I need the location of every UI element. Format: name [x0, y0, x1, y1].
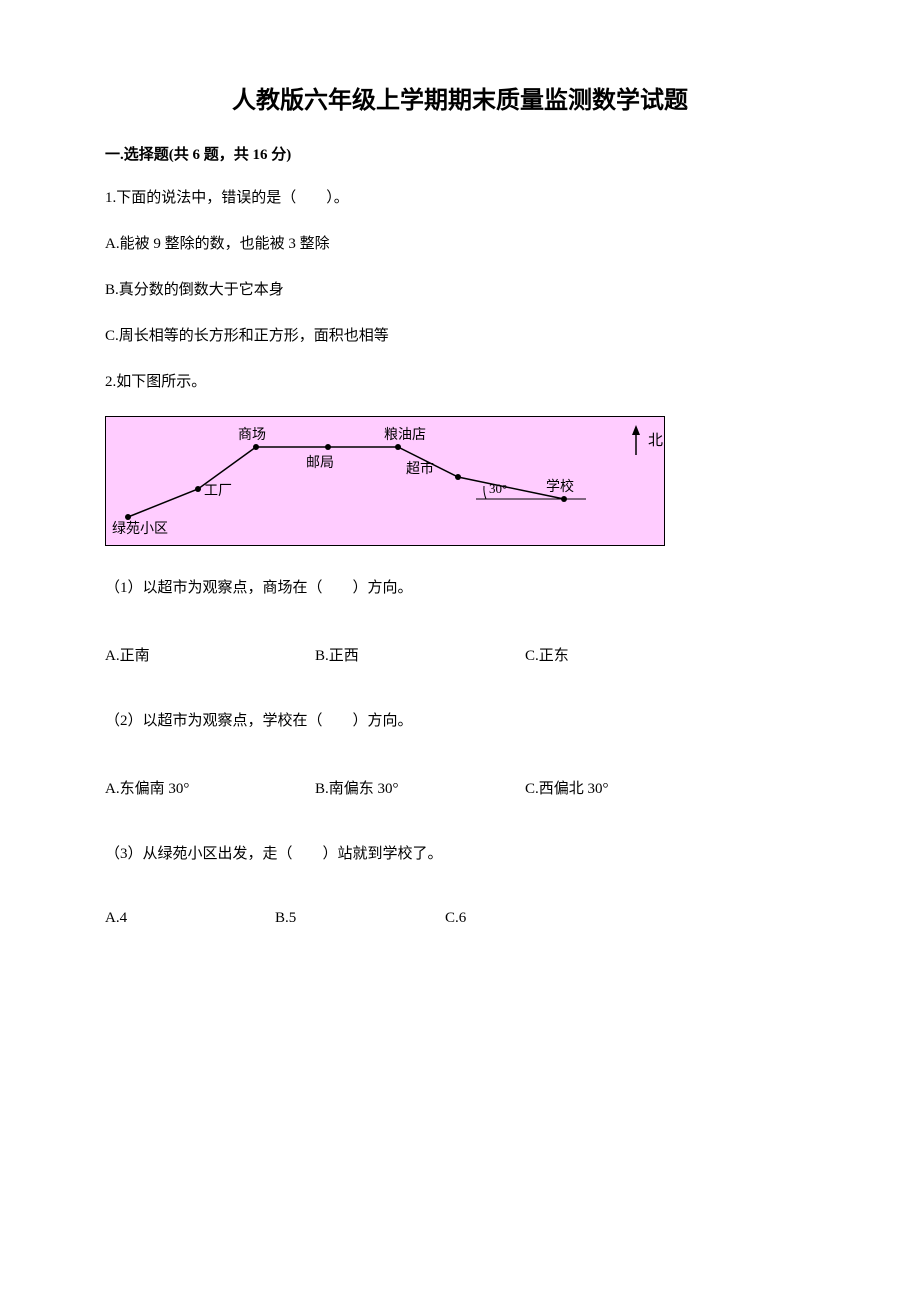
q2-stem: 2.如下图所示。 [105, 370, 815, 394]
q2-sq2-opt-b: B.南偏东 30° [315, 777, 525, 798]
north-label: 北 [648, 432, 663, 449]
q2-sq1-opt-a: A.正南 [105, 644, 315, 665]
page-title: 人教版六年级上学期期末质量监测数学试题 [105, 80, 815, 115]
q2-sq3-opt-b: B.5 [275, 910, 445, 927]
q2-diagram: 北 绿苑小区 工厂 商场 邮局 粮油店 超市 30° 学校 [105, 416, 665, 546]
label-liangyou: 粮油店 [384, 427, 426, 443]
q2-sq2-stem: （2）以超市为观察点，学校在（ ）方向。 [105, 709, 815, 733]
q2-sq3-options: A.4 B.5 C.6 [105, 910, 815, 927]
q2-sq3-opt-c: C.6 [445, 910, 815, 927]
label-youju: 邮局 [306, 455, 334, 471]
label-shangchang: 商场 [238, 427, 266, 443]
label-chaoshi: 超市 [406, 460, 434, 477]
q2-sq1-options: A.正南 B.正西 C.正东 [105, 644, 815, 665]
q2-sq1-opt-b: B.正西 [315, 644, 525, 665]
q1-stem: 1.下面的说法中，错误的是（ ）。 [105, 186, 815, 210]
q2-sq3-stem: （3）从绿苑小区出发，走（ ）站就到学校了。 [105, 842, 815, 866]
q2-sq3-opt-a: A.4 [105, 910, 275, 927]
section-1-heading: 一.选择题(共 6 题，共 16 分) [105, 143, 815, 164]
label-xuexiao: 学校 [546, 478, 574, 495]
label-angle: 30° [489, 481, 507, 496]
q1-opt-b: B.真分数的倒数大于它本身 [105, 278, 815, 302]
q2-sq1-stem: （1）以超市为观察点，商场在（ ）方向。 [105, 576, 815, 600]
q1-opt-a: A.能被 9 整除的数，也能被 3 整除 [105, 232, 815, 256]
label-lvyuan: 绿苑小区 [112, 521, 168, 537]
q2-sq2-opt-c: C.西偏北 30° [525, 777, 815, 798]
q2-sq2-options: A.东偏南 30° B.南偏东 30° C.西偏北 30° [105, 777, 815, 798]
label-gongchang: 工厂 [204, 484, 232, 499]
q1-opt-c: C.周长相等的长方形和正方形，面积也相等 [105, 324, 815, 348]
q2-sq2-opt-a: A.东偏南 30° [105, 777, 315, 798]
q2-sq1-opt-c: C.正东 [525, 644, 815, 665]
